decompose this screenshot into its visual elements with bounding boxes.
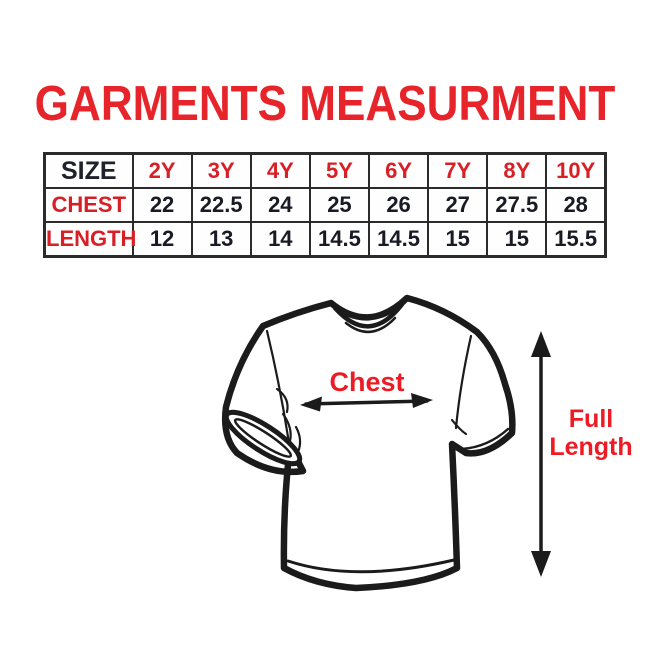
table-cell: 27.5: [486, 187, 548, 223]
table-cell: 13: [190, 221, 252, 258]
col-header-5y: 5Y: [308, 152, 371, 189]
table-cell: 24: [249, 187, 311, 223]
table-cell: 12: [131, 221, 193, 258]
full-length-label-line2: Length: [549, 433, 633, 461]
col-header-10y: 10Y: [545, 152, 607, 189]
table-cell: 25: [308, 187, 371, 223]
hem-inner-line: [286, 558, 456, 574]
right-armpit-wrinkle: [450, 418, 468, 436]
size-col-header: SIZE: [43, 152, 134, 189]
collar-inner-line: [344, 316, 397, 333]
table-cell: 14.5: [367, 221, 430, 258]
table-cell: 27: [427, 187, 489, 223]
table-cell: 15: [486, 221, 548, 258]
collar-band-line: [332, 300, 406, 329]
chest-measure-label: Chest: [329, 367, 405, 397]
col-header-8y: 8Y: [486, 152, 548, 189]
col-header-6y: 6Y: [367, 152, 430, 189]
full-length-arrow: [531, 331, 551, 577]
table-cell: 15: [427, 221, 489, 258]
table-cell: 15.5: [545, 221, 607, 258]
row-label-length: LENGTH: [43, 221, 136, 258]
right-sleeve-seam-line: [454, 334, 473, 430]
length-row: LENGTH 12 13 14 14.5 14.5 15 15 15.5: [43, 221, 607, 258]
chest-row: CHEST 22 22.5 24 25 26 27 27.5 28: [43, 187, 607, 223]
size-chart-table: SIZE 2Y 3Y 4Y 5Y 6Y 7Y 8Y 10Y CHEST 22 2…: [43, 152, 607, 258]
col-header-2y: 2Y: [131, 152, 193, 189]
full-length-label-line1: Full: [568, 405, 614, 433]
table-cell: 28: [545, 187, 607, 223]
table-cell: 14.5: [308, 221, 371, 258]
page-title: GARMENTS MEASURMENT: [34, 77, 616, 131]
left-armpit-wrinkle: [281, 412, 292, 443]
left-cuff-opening: [223, 409, 303, 467]
col-header-7y: 7Y: [427, 152, 489, 189]
table-cell: 22: [131, 187, 193, 223]
table-header-row: SIZE 2Y 3Y 4Y 5Y 6Y 7Y 8Y 10Y: [43, 152, 607, 189]
left-armpit-wrinkle: [275, 387, 289, 414]
chest-arrow: [300, 393, 433, 412]
left-sleeve-seam-line: [265, 329, 291, 445]
table-cell: 14: [249, 221, 311, 258]
right-cuff-inner-line: [460, 427, 510, 451]
col-header-4y: 4Y: [249, 152, 311, 189]
left-cuff-inner-line: [233, 418, 293, 458]
row-label-chest: CHEST: [43, 187, 134, 223]
table-cell: 26: [367, 187, 430, 223]
full-length-measure-label: Full Length: [529, 405, 650, 461]
table-cell: 22.5: [190, 187, 252, 223]
left-armpit-wrinkle: [294, 425, 302, 454]
col-header-3y: 3Y: [190, 152, 252, 189]
